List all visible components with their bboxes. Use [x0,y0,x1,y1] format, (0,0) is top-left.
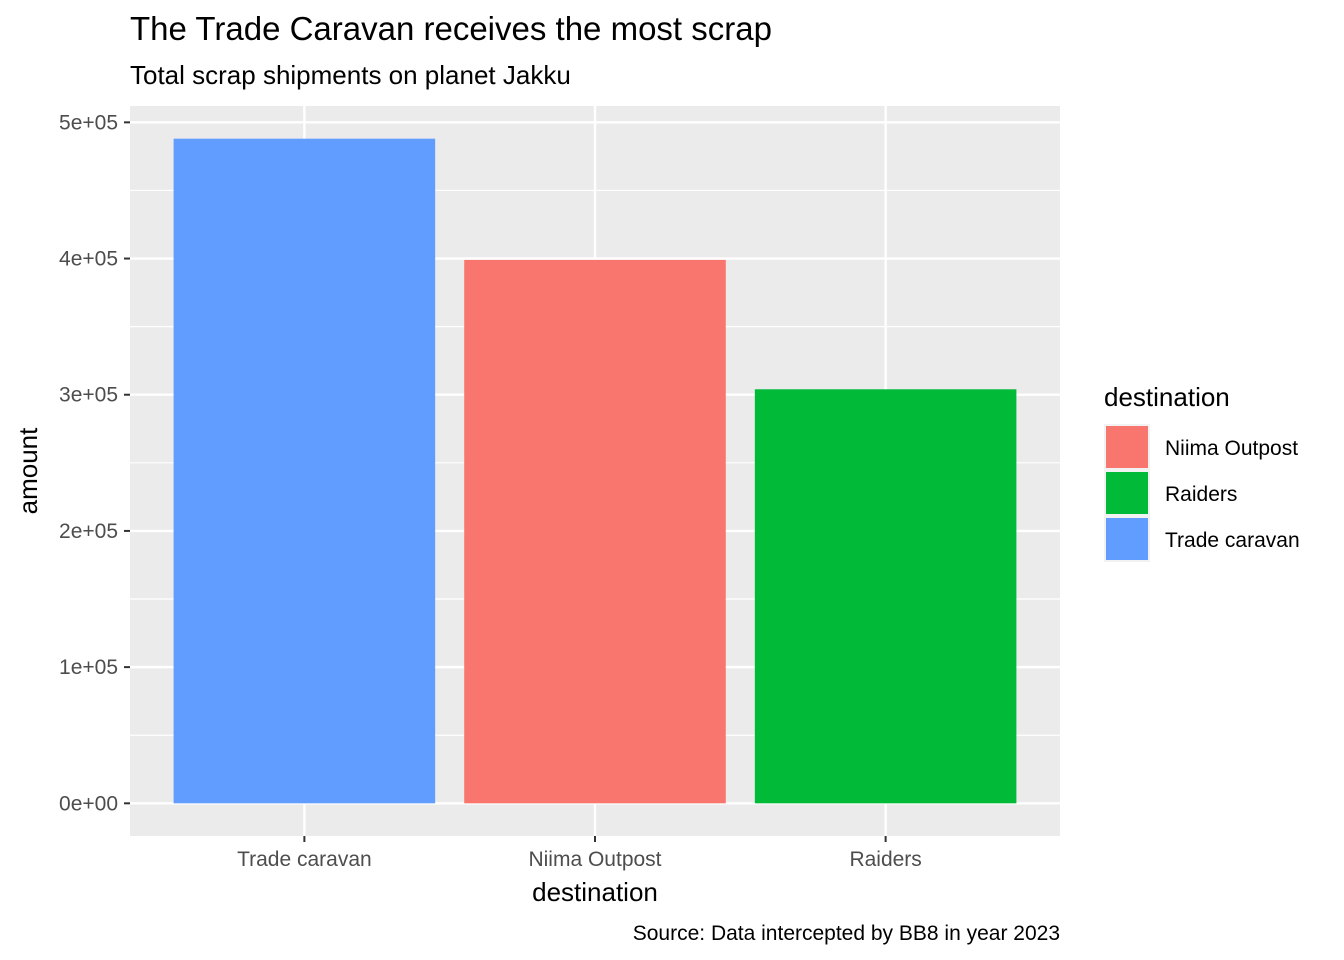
bar [464,259,726,804]
chart-title: The Trade Caravan receives the most scra… [130,10,772,47]
x-tick-label: Raiders [849,848,921,871]
legend-label: Trade caravan [1165,529,1300,552]
bar [173,138,436,804]
legend-label: Raiders [1165,483,1237,506]
chart-subtitle: Total scrap shipments on planet Jakku [130,60,571,90]
y-tick-label: 4e+05 [59,248,118,271]
bar [754,389,1017,804]
legend-label: Niima Outpost [1165,437,1298,460]
y-axis: 0e+00 1e+05 2e+05 3e+05 4e+05 5e+05 [59,111,130,815]
legend-swatch [1106,426,1148,468]
y-tick-label: 0e+00 [59,792,118,815]
legend-swatch [1106,472,1148,514]
legend-swatch [1106,518,1148,560]
legend-title: destination [1104,382,1230,412]
chart-caption: Source: Data intercepted by BB8 in year … [633,922,1060,945]
y-axis-title: amount [13,427,43,514]
x-tick-label: Niima Outpost [528,848,661,871]
x-tick-label: Trade caravan [237,848,372,871]
bars [173,138,1017,804]
y-tick-label: 5e+05 [59,111,118,134]
x-axis: Trade caravan Niima Outpost Raiders [237,836,922,871]
legend: destination Niima Outpost Raiders Trade ca… [1104,382,1300,562]
y-tick-label: 2e+05 [59,520,118,543]
y-tick-label: 1e+05 [59,656,118,679]
y-tick-label: 3e+05 [59,384,118,407]
x-axis-title: destination [532,877,658,907]
